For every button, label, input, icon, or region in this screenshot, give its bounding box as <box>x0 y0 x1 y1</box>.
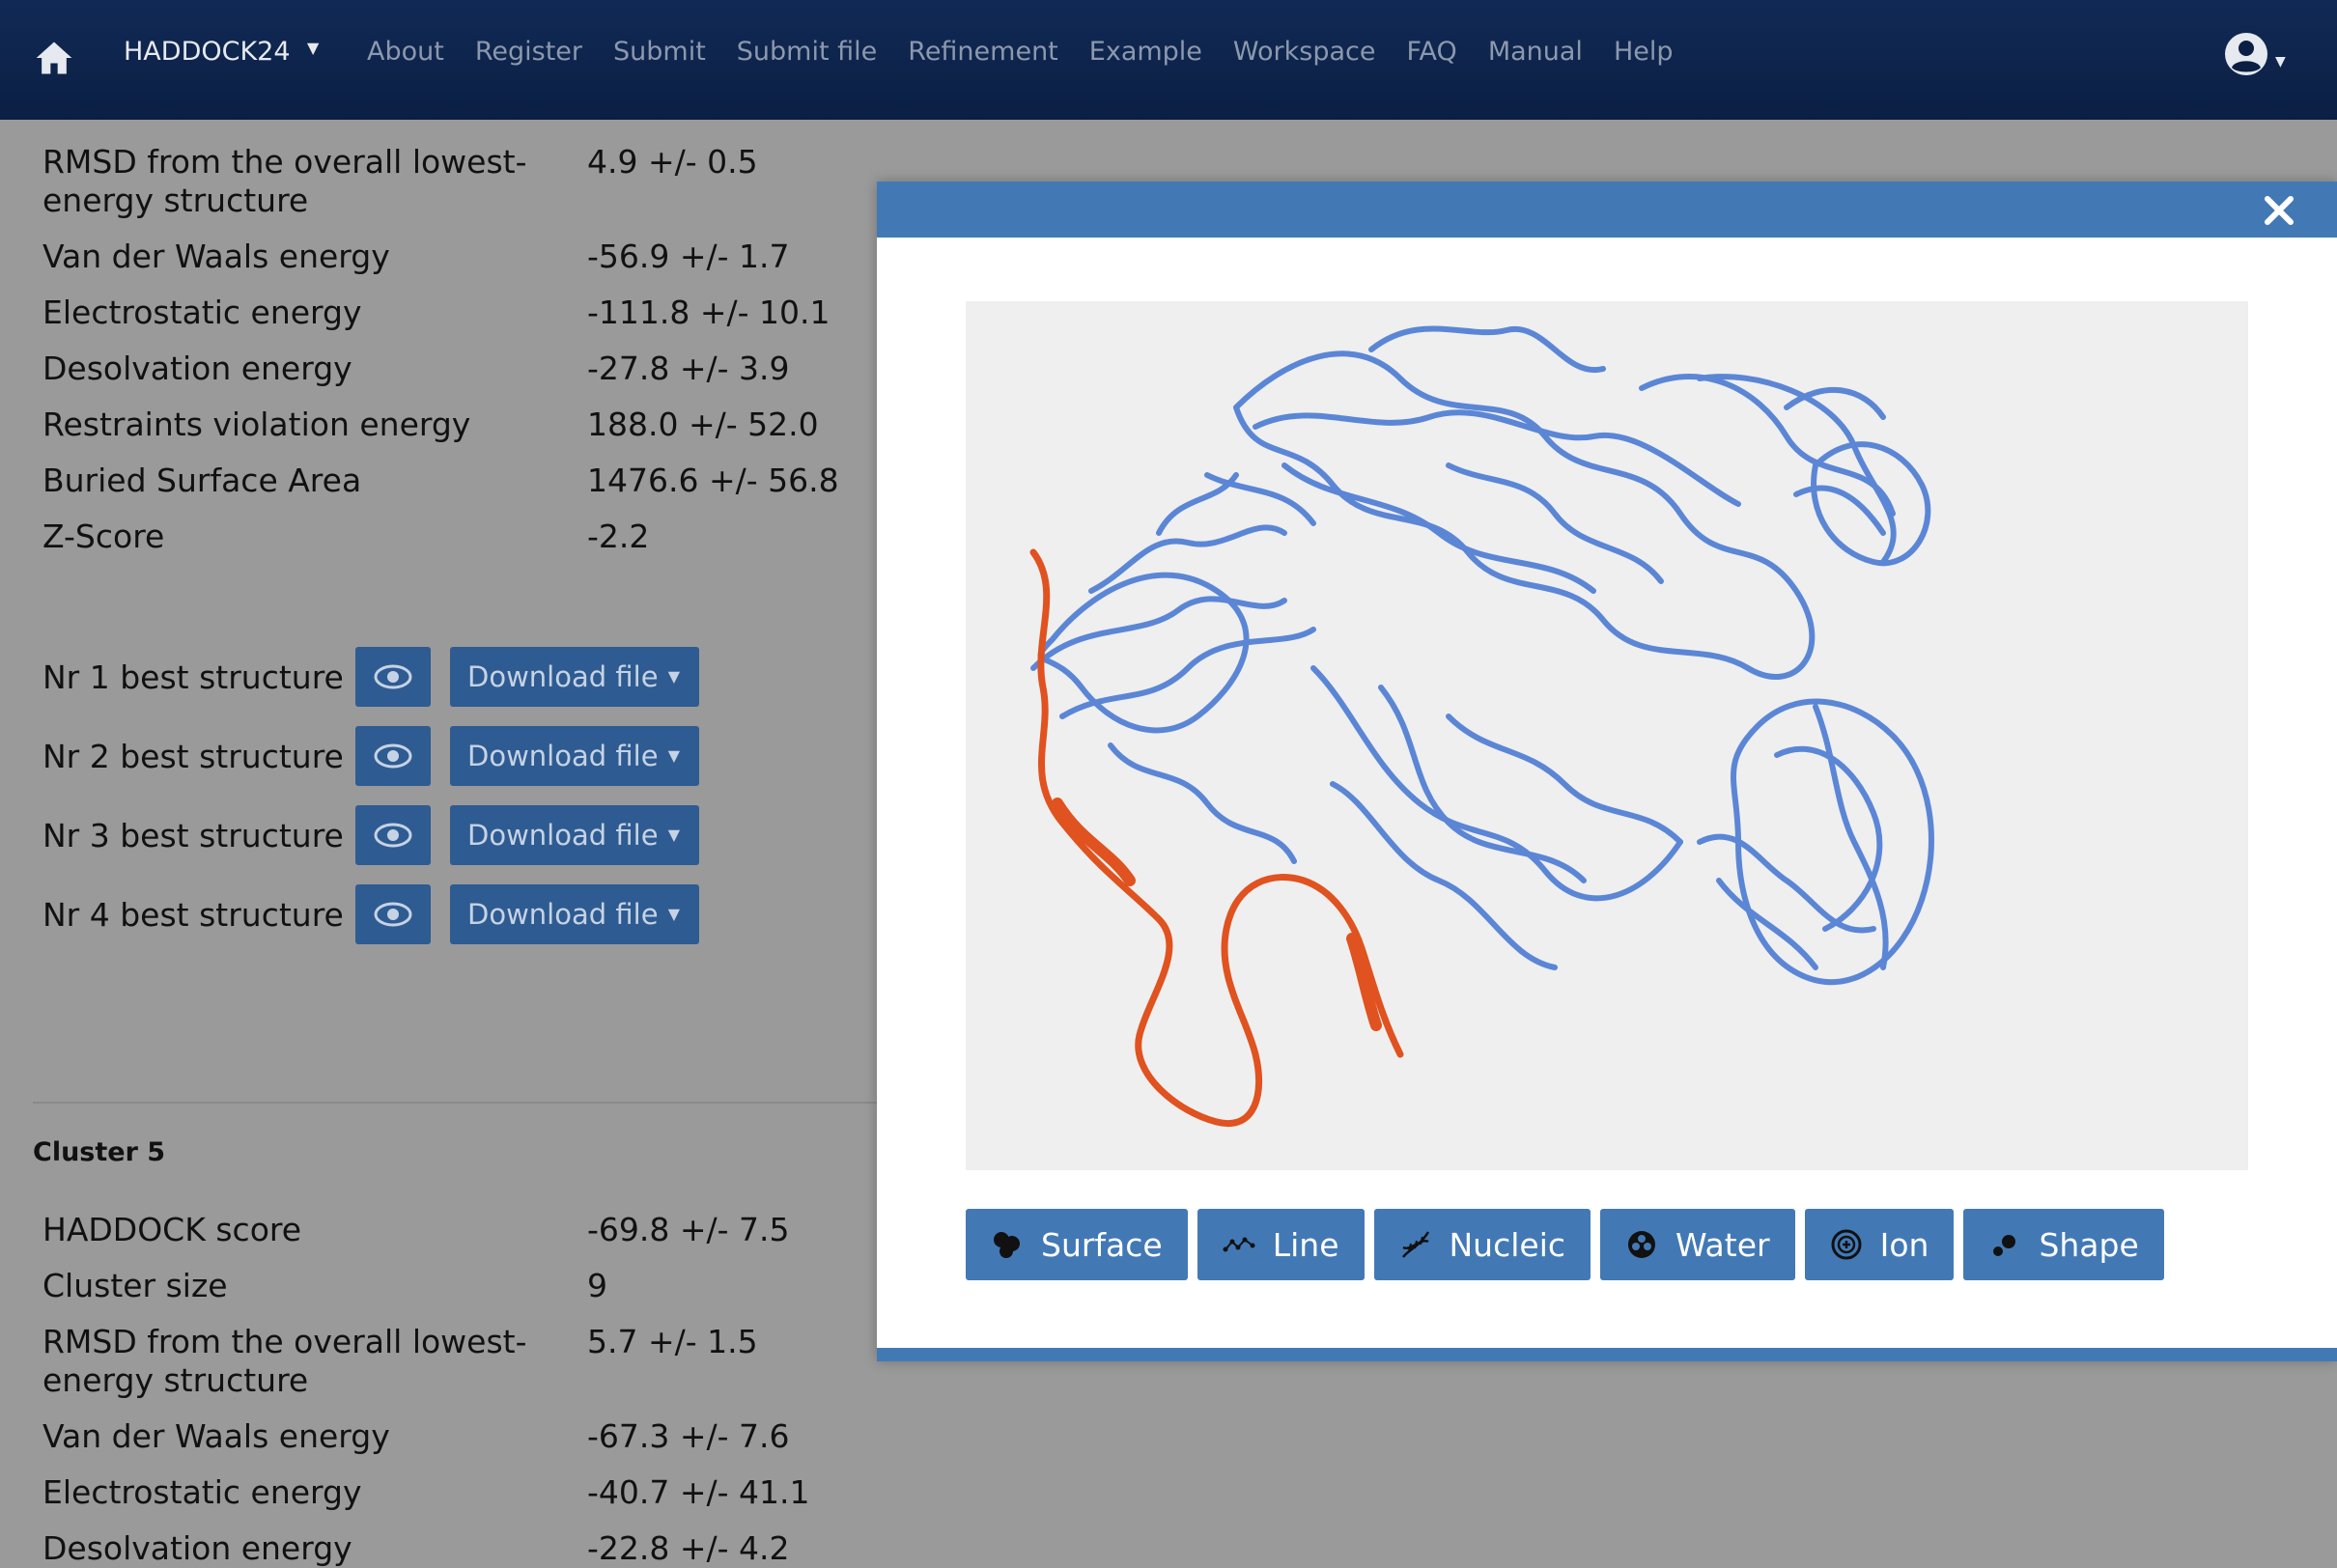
download-label: Download file <box>467 819 659 852</box>
protein-ribbon-render <box>1029 325 1934 1127</box>
molecule-viewer-canvas[interactable] <box>966 301 2248 1170</box>
chevron-down-icon: ▼ <box>667 746 680 765</box>
stat-value: -27.8 +/- 3.9 <box>587 350 790 387</box>
brand-link[interactable]: HADDOCK24 <box>124 37 291 67</box>
chevron-down-icon[interactable]: ▼ <box>307 39 320 57</box>
download-label: Download file <box>467 660 659 693</box>
stat-value: -2.2 <box>587 518 650 555</box>
stat-label: RMSD from the overall lowest-energy stru… <box>42 1323 527 1399</box>
chevron-down-icon: ▼ <box>667 667 680 686</box>
download-file-button[interactable]: Download file ▼ <box>450 805 699 865</box>
stat-value: 9 <box>587 1267 607 1304</box>
nav-submit[interactable]: Submit <box>613 37 706 67</box>
ion-icon <box>1831 1229 1862 1260</box>
view-structure-button[interactable] <box>355 805 431 865</box>
download-file-button[interactable]: Download file ▼ <box>450 647 699 707</box>
stat-value: -40.7 +/- 41.1 <box>587 1473 810 1511</box>
stat-label: Electrostatic energy <box>42 1473 362 1511</box>
water-label: Water <box>1675 1225 1770 1264</box>
stat-label: Desolvation energy <box>42 1529 352 1567</box>
shape-button[interactable]: Shape <box>1963 1209 2164 1280</box>
water-icon <box>1628 1231 1656 1258</box>
surface-label: Surface <box>1041 1225 1163 1264</box>
ion-label: Ion <box>1879 1225 1929 1264</box>
stat-value: 5.7 +/- 1.5 <box>587 1323 758 1360</box>
download-label: Download file <box>467 740 659 772</box>
surface-button[interactable]: Surface <box>966 1209 1188 1280</box>
stat-label: Van der Waals energy <box>42 238 390 275</box>
modal-header <box>877 182 2337 238</box>
nucleic-button[interactable]: Nucleic <box>1373 1209 1591 1280</box>
line-button[interactable]: Line <box>1197 1209 1365 1280</box>
ion-button[interactable]: Ion <box>1804 1209 1955 1280</box>
nav-manual[interactable]: Manual <box>1487 37 1583 67</box>
structure-label: Nr 4 best structure <box>42 896 344 934</box>
shape-icon <box>1993 1235 2016 1256</box>
structure-viewer-modal: Surface Line Nucleic Water Ion Shape <box>877 182 2337 1361</box>
nav-example[interactable]: Example <box>1088 37 1202 67</box>
home-icon[interactable] <box>33 37 75 79</box>
download-file-button[interactable]: Download file ▼ <box>450 884 699 944</box>
stat-label: Electrostatic energy <box>42 294 362 331</box>
user-account-icon[interactable] <box>2223 31 2269 77</box>
top-navbar: HADDOCK24 ▼ About Register Submit Submit… <box>0 0 2337 120</box>
eye-icon <box>374 823 412 848</box>
stat-value: -22.8 +/- 4.2 <box>587 1529 790 1567</box>
stat-value: -69.8 +/- 7.5 <box>587 1211 790 1248</box>
stat-value: -111.8 +/- 10.1 <box>587 294 831 331</box>
view-structure-button[interactable] <box>355 726 431 786</box>
nav-help[interactable]: Help <box>1613 37 1674 67</box>
stat-label: Desolvation energy <box>42 350 352 387</box>
shape-label: Shape <box>2039 1225 2139 1264</box>
line-icon <box>1223 1237 1255 1252</box>
nav-menu: About Register Submit Submit file Refine… <box>367 37 1674 67</box>
viewer-toolbar: Surface Line Nucleic Water Ion Shape <box>966 1209 2164 1280</box>
stat-value: -56.9 +/- 1.7 <box>587 238 790 275</box>
stat-value: 4.9 +/- 0.5 <box>587 143 758 181</box>
user-caret-icon[interactable]: ▼ <box>2275 54 2286 70</box>
stat-label: Cluster size <box>42 1267 228 1304</box>
chevron-down-icon: ▼ <box>667 826 680 844</box>
view-structure-button[interactable] <box>355 647 431 707</box>
line-label: Line <box>1272 1225 1339 1264</box>
nav-refinement[interactable]: Refinement <box>908 37 1058 67</box>
structure-label: Nr 3 best structure <box>42 817 344 854</box>
structure-label: Nr 2 best structure <box>42 738 344 775</box>
eye-icon <box>374 902 412 927</box>
stat-label: Buried Surface Area <box>42 462 362 499</box>
stat-label: Van der Waals energy <box>42 1417 390 1455</box>
stat-value: 1476.6 +/- 56.8 <box>587 462 839 499</box>
download-label: Download file <box>467 898 659 931</box>
stat-label: Restraints violation energy <box>42 406 471 443</box>
nav-workspace[interactable]: Workspace <box>1232 37 1376 67</box>
close-icon[interactable] <box>2260 191 2298 230</box>
download-file-button[interactable]: Download file ▼ <box>450 726 699 786</box>
nav-register[interactable]: Register <box>474 37 582 67</box>
water-button[interactable]: Water <box>1600 1209 1795 1280</box>
cluster-title: Cluster 5 <box>33 1137 166 1167</box>
surface-icon <box>994 1232 1020 1258</box>
chevron-down-icon: ▼ <box>667 905 680 923</box>
eye-icon <box>374 664 412 689</box>
nav-about[interactable]: About <box>367 37 444 67</box>
eye-icon <box>374 743 412 769</box>
stat-label: RMSD from the overall lowest-energy stru… <box>42 143 527 219</box>
nav-submit-file[interactable]: Submit file <box>736 37 878 67</box>
nucleic-label: Nucleic <box>1449 1225 1566 1264</box>
view-structure-button[interactable] <box>355 884 431 944</box>
stat-label: Z-Score <box>42 518 165 555</box>
nav-faq[interactable]: FAQ <box>1406 37 1457 67</box>
nucleic-icon <box>1401 1231 1429 1258</box>
stat-value: 188.0 +/- 52.0 <box>587 406 819 443</box>
modal-footer-bar <box>877 1348 2337 1361</box>
structure-label: Nr 1 best structure <box>42 658 344 696</box>
stat-label: HADDOCK score <box>42 1211 302 1248</box>
stat-value: -67.3 +/- 7.6 <box>587 1417 790 1455</box>
section-divider <box>33 1102 883 1104</box>
